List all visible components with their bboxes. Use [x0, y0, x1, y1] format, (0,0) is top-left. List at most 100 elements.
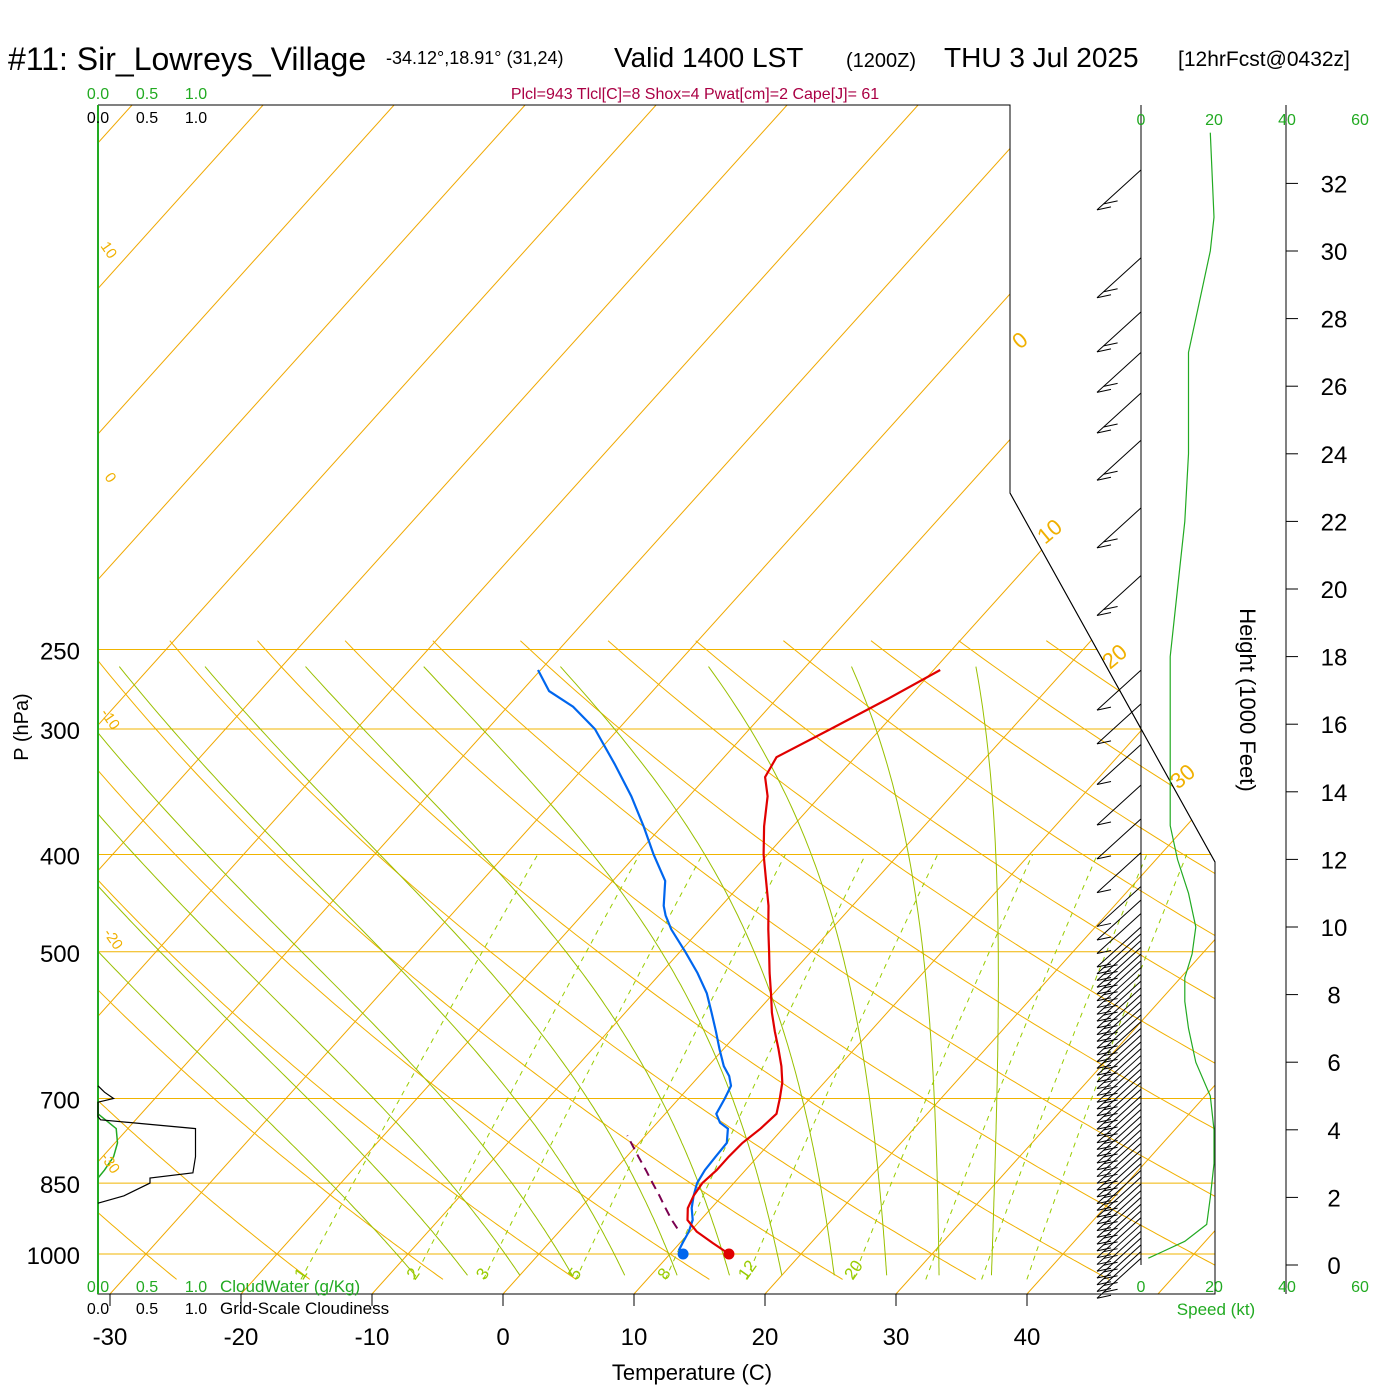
wind-barb-staff [1096, 926, 1142, 968]
wind-barb-flag [1096, 855, 1112, 860]
mixing-ratio-line [482, 854, 703, 1280]
cloudiness-label: Grid-Scale Cloudiness [220, 1299, 389, 1318]
wind-barb [1096, 913, 1142, 954]
wind-barb-flag [1103, 1153, 1118, 1158]
mixing-ratio-line [575, 854, 786, 1280]
wind-barb-flag [1103, 1254, 1118, 1259]
wind-barb [1096, 1007, 1142, 1049]
wind-barb [1096, 1244, 1142, 1286]
wind-barb-staff [1096, 669, 1142, 711]
wind-barb-flag [1096, 997, 1112, 1002]
height-tick-label: 32 [1321, 171, 1348, 198]
wind-barb [1096, 1014, 1142, 1056]
wind-barb [1096, 818, 1142, 860]
wind-barb-flag [1096, 476, 1112, 481]
wind-barb-flag [1096, 1004, 1112, 1009]
wind-barb-flag [1103, 1045, 1118, 1050]
valid-time: Valid 1400 LST [614, 42, 803, 73]
wind-barb-flag [1103, 1146, 1118, 1151]
moist-adiabat-line [708, 666, 888, 1276]
wind-barb [1096, 1088, 1142, 1130]
wind-barb-flag [1103, 1173, 1118, 1178]
wind-barb-staff [1096, 744, 1142, 785]
wind-barb-flag [1096, 706, 1112, 711]
wind-barb [1096, 980, 1142, 1022]
wind-barb [1096, 967, 1142, 1009]
wind-barb [1096, 1061, 1142, 1103]
cloudwater-scale-top: 0.0 [87, 86, 109, 103]
isotherm-line [98, 105, 395, 1294]
isotherm-line [98, 105, 657, 1294]
wind-barb-flag [1103, 1058, 1118, 1063]
moist-adiabat-line [423, 666, 783, 1276]
wind-barb [1096, 257, 1142, 299]
dry-adiabat-label: 0 [1007, 327, 1032, 354]
wind-barb [1096, 575, 1142, 616]
dry-adiabat-label: -20 [100, 926, 126, 954]
isotherm-line [1026, 105, 1215, 1294]
wind-barb-flag [1096, 1044, 1112, 1049]
cloud-strip: 0.0 0.0 0.5 0.5 1.0 1.0 0.0 0.0 0.5 0.5 1.0 1.0 [87, 86, 207, 1318]
forecast-info: [12hrFcst@0432z] [1178, 48, 1350, 71]
wind-barb-flag [1103, 1194, 1118, 1199]
height-tick-label: 0 [1327, 1253, 1340, 1280]
wind-barb [1096, 1203, 1142, 1245]
wind-barb-flag [1103, 1160, 1118, 1165]
wind-barb [1096, 1041, 1142, 1083]
wind-barb-flag [1103, 200, 1118, 205]
dry-adiabat-label: 20 [1097, 639, 1132, 674]
mixing-ratio-line [413, 854, 640, 1280]
temperature-tick-label: 0 [496, 1324, 509, 1351]
isotherm-line [98, 105, 264, 1294]
temperature-tick-label: 40 [1014, 1324, 1041, 1351]
wind-barb-flag [1096, 1254, 1112, 1259]
wind-barb-flag [1096, 889, 1112, 894]
mixing-ratio-line [745, 854, 939, 1280]
sounding-indices: Plcl=943 Tlcl[C]=8 Shox=4 Pwat[cm]=2 Cap… [511, 86, 879, 103]
station-title: #11: Sir_Lowreys_Village [8, 41, 366, 77]
temperature-tick-label: -30 [93, 1324, 128, 1351]
isotherm-line [98, 105, 526, 1294]
isotherm-line [895, 105, 1215, 1294]
wind-barb-flag [1103, 1248, 1118, 1253]
moist-adiabat-line [118, 666, 626, 1276]
wind-speed-tick-top: 0 [1137, 112, 1146, 129]
wind-barb [1096, 1257, 1142, 1299]
dry-adiabat-line [257, 640, 1110, 1280]
wind-barb-flag [1103, 1085, 1118, 1090]
wind-barb-flag [1103, 1126, 1118, 1131]
wind-barb-flag [1103, 971, 1118, 976]
wind-barb-flag [1096, 1159, 1112, 1164]
wind-barb-flag [1103, 977, 1118, 982]
wind-barb-flag [1103, 1214, 1118, 1219]
wind-barb-staff [1096, 818, 1142, 860]
moist-adiabat-line [204, 666, 678, 1276]
moist-adiabat-line [98, 666, 416, 1276]
surface-temperature-dot [723, 1248, 735, 1260]
wind-barb-staff [1096, 703, 1142, 745]
mixing-ratio-label: 5 [564, 1265, 585, 1284]
wind-speed-label: Speed (kt) [1177, 1300, 1255, 1319]
wind-barb [1096, 852, 1142, 894]
wind-barb [1096, 1055, 1142, 1096]
dry-adiabat-line [870, 640, 1215, 1280]
header: #11: Sir_Lowreys_Village -34.12°,18.91° … [8, 41, 1350, 103]
wind-barb-flag [1103, 1072, 1118, 1077]
wind-barb [1096, 1251, 1142, 1292]
wind-barb-flag [1096, 611, 1112, 616]
wind-barb-flag [1096, 1098, 1112, 1103]
wind-barb-flag [1096, 1085, 1112, 1090]
moist-adiabat-line [851, 666, 940, 1276]
dry-adiabat-label: 0 [101, 470, 120, 487]
wind-barb-staff [1096, 899, 1142, 941]
wind-barb-flag [1103, 1281, 1118, 1286]
wind-barb [1096, 953, 1142, 995]
cloudiness-scale-bottom: 1.0 [185, 1301, 207, 1318]
height-tick-label: 14 [1321, 780, 1348, 807]
wind-barb-flag [1096, 1240, 1112, 1245]
dry-adiabat-line [783, 640, 1215, 1280]
cloudwater-scale-bottom: 0.0 [87, 1279, 109, 1296]
wind-barb-flag [1103, 1025, 1118, 1030]
wind-barb-flag [1103, 1275, 1118, 1280]
mixing-ratio-label: 3 [472, 1265, 493, 1284]
